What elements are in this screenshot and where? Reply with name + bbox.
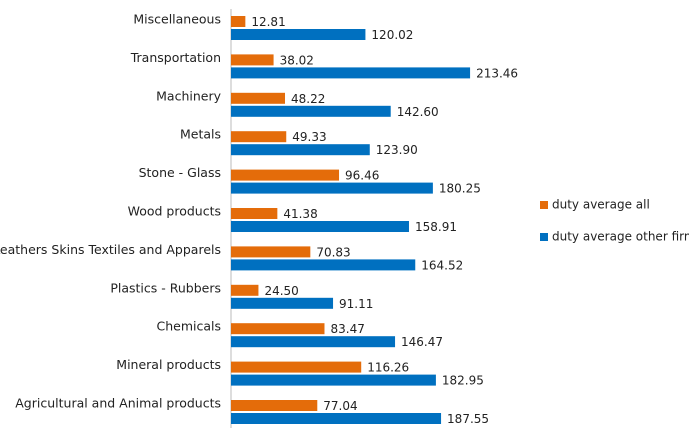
category-label: Stone - Glass bbox=[139, 165, 221, 180]
bar bbox=[231, 221, 409, 232]
value-label: 96.46 bbox=[345, 169, 379, 183]
category-label: Wood products bbox=[128, 204, 221, 219]
category-label: Metals bbox=[180, 127, 221, 142]
bar bbox=[231, 208, 278, 219]
bar bbox=[231, 284, 259, 296]
category-label: Chemicals bbox=[156, 319, 221, 334]
bar bbox=[231, 92, 286, 104]
category-label: Machinery bbox=[156, 88, 221, 103]
value-label: 213.46 bbox=[476, 66, 518, 80]
bar bbox=[231, 259, 416, 271]
value-label: 48.22 bbox=[291, 92, 325, 106]
value-label: 12.81 bbox=[251, 15, 285, 29]
category-label: Mineral products bbox=[116, 357, 221, 372]
bar bbox=[231, 67, 471, 79]
value-label: 24.50 bbox=[264, 284, 298, 298]
bar bbox=[231, 336, 396, 348]
value-label: 164.52 bbox=[421, 258, 463, 272]
bar bbox=[231, 182, 433, 194]
bar bbox=[231, 16, 246, 27]
bar bbox=[231, 54, 274, 66]
value-label: 49.33 bbox=[292, 130, 326, 144]
category-label: Miscellaneous bbox=[133, 12, 221, 27]
category-label: Plastics - Rubbers bbox=[110, 280, 221, 295]
value-label: 91.11 bbox=[339, 297, 373, 311]
bar bbox=[231, 105, 391, 117]
bar bbox=[231, 169, 340, 181]
value-label: 187.55 bbox=[447, 412, 489, 426]
value-label: 158.91 bbox=[415, 220, 457, 234]
bar bbox=[231, 144, 370, 156]
bar bbox=[231, 297, 334, 309]
value-label: 182.95 bbox=[442, 374, 484, 388]
value-label: 180.25 bbox=[439, 182, 481, 196]
category-label: Agricultural and Animal products bbox=[15, 396, 221, 411]
value-label: 116.26 bbox=[367, 361, 409, 375]
bar bbox=[231, 323, 325, 335]
bar bbox=[231, 400, 318, 411]
category-label: Transportation bbox=[130, 50, 221, 65]
value-label: 123.90 bbox=[376, 143, 418, 157]
legend-label: duty average other firms bbox=[552, 230, 689, 244]
bar bbox=[231, 29, 366, 40]
legend-swatch bbox=[540, 201, 548, 209]
bar bbox=[231, 131, 287, 143]
value-label: 142.60 bbox=[397, 105, 439, 119]
category-label: Leathers Skins Textiles and Apparels bbox=[0, 242, 221, 257]
value-label: 120.02 bbox=[371, 28, 413, 42]
bar bbox=[231, 413, 442, 424]
bar bbox=[231, 374, 436, 386]
legend-label: duty average all bbox=[552, 198, 650, 212]
value-label: 83.47 bbox=[330, 322, 364, 336]
value-label: 41.38 bbox=[283, 207, 317, 221]
value-label: 38.02 bbox=[280, 53, 314, 67]
value-label: 70.83 bbox=[316, 245, 350, 259]
legend-swatch bbox=[540, 233, 548, 241]
bar bbox=[231, 246, 311, 258]
value-label: 146.47 bbox=[401, 335, 443, 349]
bar bbox=[231, 361, 362, 373]
value-label: 77.04 bbox=[323, 399, 357, 413]
